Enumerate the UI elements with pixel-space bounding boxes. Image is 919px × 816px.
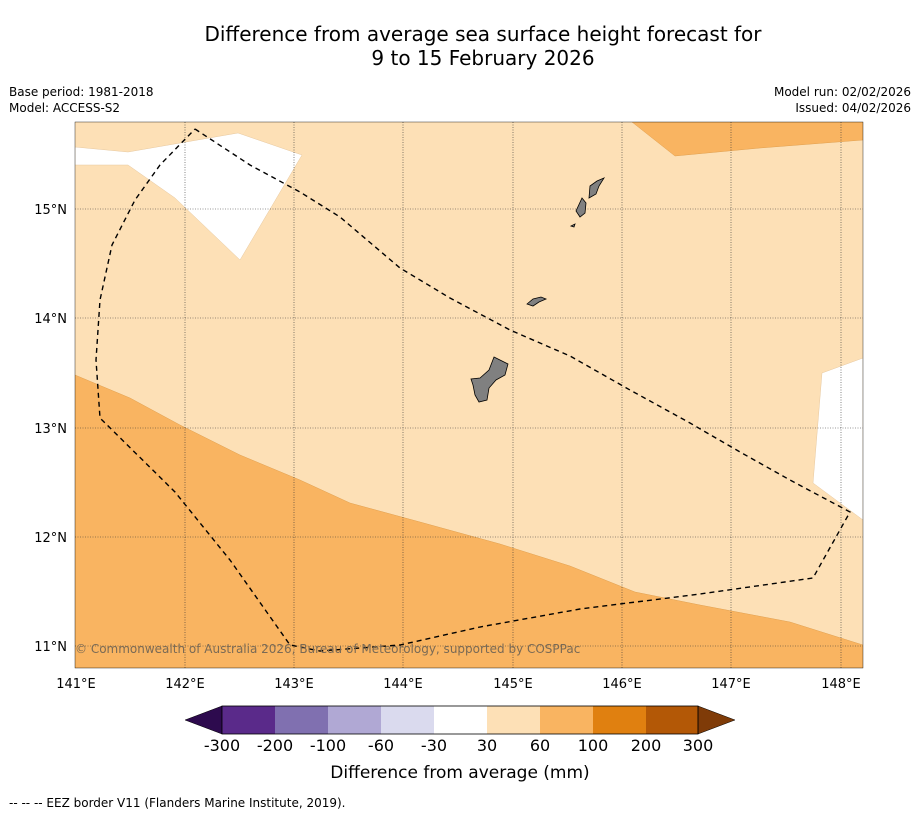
colorbar-label-10: 300 <box>683 736 714 755</box>
base-period: Base period: 1981-2018 <box>9 85 154 99</box>
field-neutral-east <box>812 357 863 521</box>
eez-legend-note: -- -- -- EEZ border V11 (Flanders Marine… <box>9 796 346 810</box>
colorbar-bin-9 <box>646 706 698 734</box>
colorbar-label-4: -60 <box>368 736 394 755</box>
meta-left: Base period: 1981-2018 Model: ACCESS-S2 <box>9 84 154 116</box>
lon-label-145: 145°E <box>493 677 533 692</box>
lon-label-146: 146°E <box>602 677 642 692</box>
model-run: Model run: 02/02/2026 <box>773 85 911 99</box>
colorbar-bin-2 <box>275 706 328 734</box>
colorbar-label-3: -100 <box>310 736 346 755</box>
island-guam <box>470 356 509 403</box>
island-rota <box>526 296 548 307</box>
colorbar-label-1: -300 <box>204 736 240 755</box>
colorbar-label-7: 60 <box>530 736 550 755</box>
lon-label-147: 147°E <box>711 677 751 692</box>
lon-tick-labels: 141°E 142°E 143°E 144°E 145°E 146°E 147°… <box>56 677 861 692</box>
copyright-notice: © Commonwealth of Australia 2026, Bureau… <box>75 642 580 656</box>
meta-right: Model run: 02/02/2026 Issued: 04/02/2026 <box>774 84 911 116</box>
colorbar-label-5: -30 <box>421 736 447 755</box>
colorbar-label-9: 200 <box>631 736 662 755</box>
lat-tick-labels: 15°N 14°N 13°N 12°N 11°N <box>34 203 67 655</box>
land-masses <box>470 177 606 403</box>
lat-label-13: 13°N <box>34 422 67 437</box>
eez-border <box>95 128 851 652</box>
lat-label-11: 11°N <box>34 640 67 655</box>
island-aguijan <box>569 223 576 228</box>
colorbar-extend-low <box>184 705 223 735</box>
field-60-100-south <box>75 374 863 668</box>
map-frame <box>74 121 864 669</box>
field-neutral-northwest <box>75 132 303 261</box>
island-tinian <box>575 197 587 218</box>
lon-label-141: 141°E <box>56 677 96 692</box>
colorbar-bin-5 <box>434 706 487 734</box>
lon-label-148: 148°E <box>821 677 861 692</box>
issued-date: Issued: 04/02/2026 <box>795 101 911 115</box>
island-saipan <box>588 177 606 199</box>
colorbar-bin-8 <box>593 706 646 734</box>
lat-label-12: 12°N <box>34 531 67 546</box>
lat-label-14: 14°N <box>34 312 67 327</box>
field-60-100-northeast <box>631 122 863 157</box>
model-name: Model: ACCESS-S2 <box>9 101 121 115</box>
colorbar-bin-3 <box>328 706 381 734</box>
gridlines <box>75 122 863 668</box>
colorbar-bin-1 <box>222 706 275 734</box>
colorbar-bin-6 <box>487 706 540 734</box>
title-line-2: 9 to 15 February 2026 <box>371 46 595 70</box>
lon-label-142: 142°E <box>165 677 205 692</box>
colorbar-label-6: 30 <box>477 736 497 755</box>
colorbar-extend-high <box>697 705 736 735</box>
lon-label-144: 144°E <box>383 677 423 692</box>
title-line-1: Difference from average sea surface heig… <box>204 22 762 46</box>
colorbar-title: Difference from average (mm) <box>330 763 589 783</box>
map-plot-area: © Commonwealth of Australia 2026, Bureau… <box>75 122 863 668</box>
colorbar: -300 -200 -100 -60 -30 30 60 100 200 300… <box>184 705 736 783</box>
lon-label-143: 143°E <box>274 677 314 692</box>
colorbar-outline <box>221 705 699 735</box>
colorbar-bin-4 <box>381 706 434 734</box>
colorbar-label-8: 100 <box>578 736 609 755</box>
lat-label-15: 15°N <box>34 203 67 218</box>
map-title: Difference from average sea surface heig… <box>0 22 919 70</box>
colorbar-bin-7 <box>540 706 593 734</box>
colorbar-label-2: -200 <box>257 736 293 755</box>
